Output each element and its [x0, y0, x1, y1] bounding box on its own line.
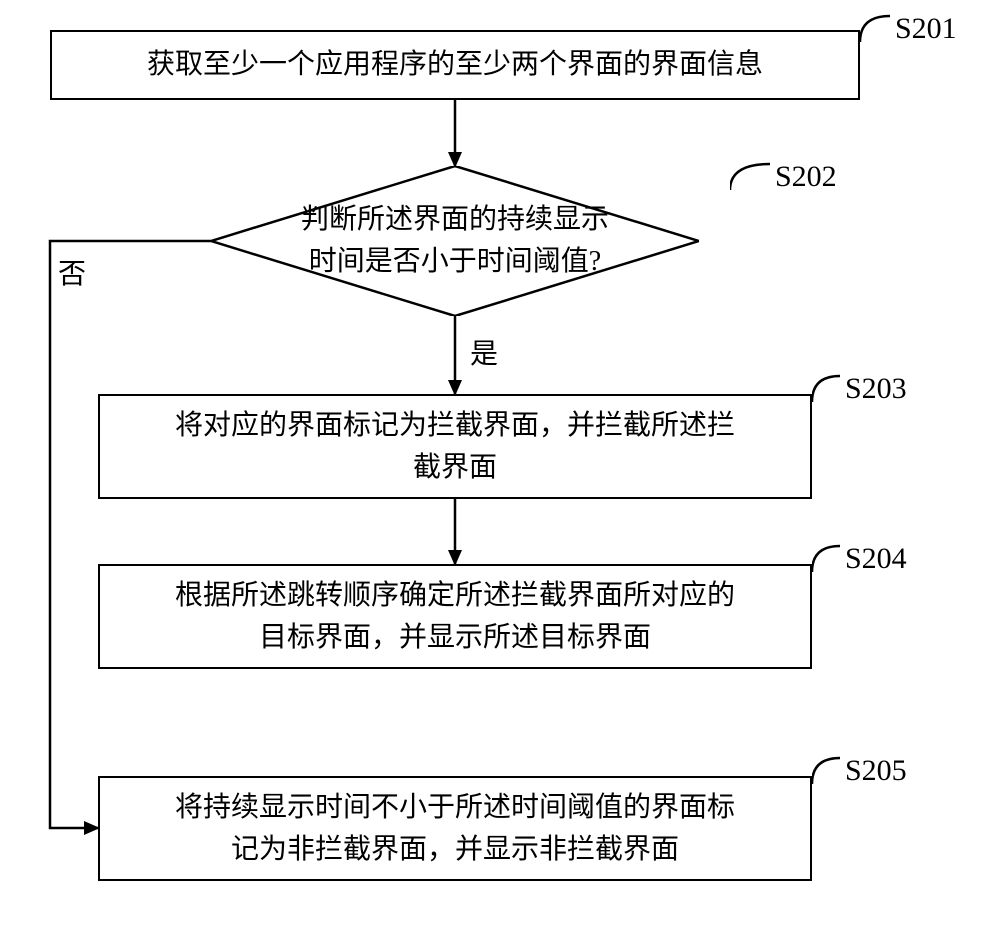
node-s202: 判断所述界面的持续显示 时间是否小于时间阈值?	[211, 166, 699, 316]
node-s201-text: 获取至少一个应用程序的至少两个界面的界面信息	[147, 44, 763, 86]
label-s204: S204	[845, 542, 907, 576]
node-s205: 将持续显示时间不小于所述时间阈值的界面标 记为非拦截界面，并显示非拦截界面	[98, 776, 812, 881]
bracket-s203	[812, 372, 840, 402]
node-s203: 将对应的界面标记为拦截界面，并拦截所述拦 截界面	[98, 394, 812, 499]
label-s205: S205	[845, 754, 907, 788]
bracket-s205	[812, 754, 840, 784]
label-s202: S202	[775, 160, 837, 194]
bracket-s204	[812, 542, 840, 572]
bracket-s202	[730, 160, 770, 190]
node-s204: 根据所述跳转顺序确定所述拦截界面所对应的 目标界面，并显示所述目标界面	[98, 564, 812, 669]
bracket-s201	[860, 12, 890, 42]
node-s205-text: 将持续显示时间不小于所述时间阈值的界面标 记为非拦截界面，并显示非拦截界面	[175, 787, 735, 871]
node-s202-text: 判断所述界面的持续显示 时间是否小于时间阈值?	[301, 199, 609, 283]
flowchart-canvas: 获取至少一个应用程序的至少两个界面的界面信息 S201 判断所述界面的持续显示 …	[0, 0, 1000, 927]
edge-label-no: 否	[58, 252, 86, 292]
label-s203: S203	[845, 372, 907, 406]
node-s201: 获取至少一个应用程序的至少两个界面的界面信息	[50, 30, 860, 100]
edge-s202-s205	[50, 241, 211, 828]
label-s201: S201	[895, 12, 957, 46]
edge-label-yes: 是	[470, 332, 498, 372]
node-s204-text: 根据所述跳转顺序确定所述拦截界面所对应的 目标界面，并显示所述目标界面	[175, 575, 735, 659]
node-s203-text: 将对应的界面标记为拦截界面，并拦截所述拦 截界面	[175, 405, 735, 489]
